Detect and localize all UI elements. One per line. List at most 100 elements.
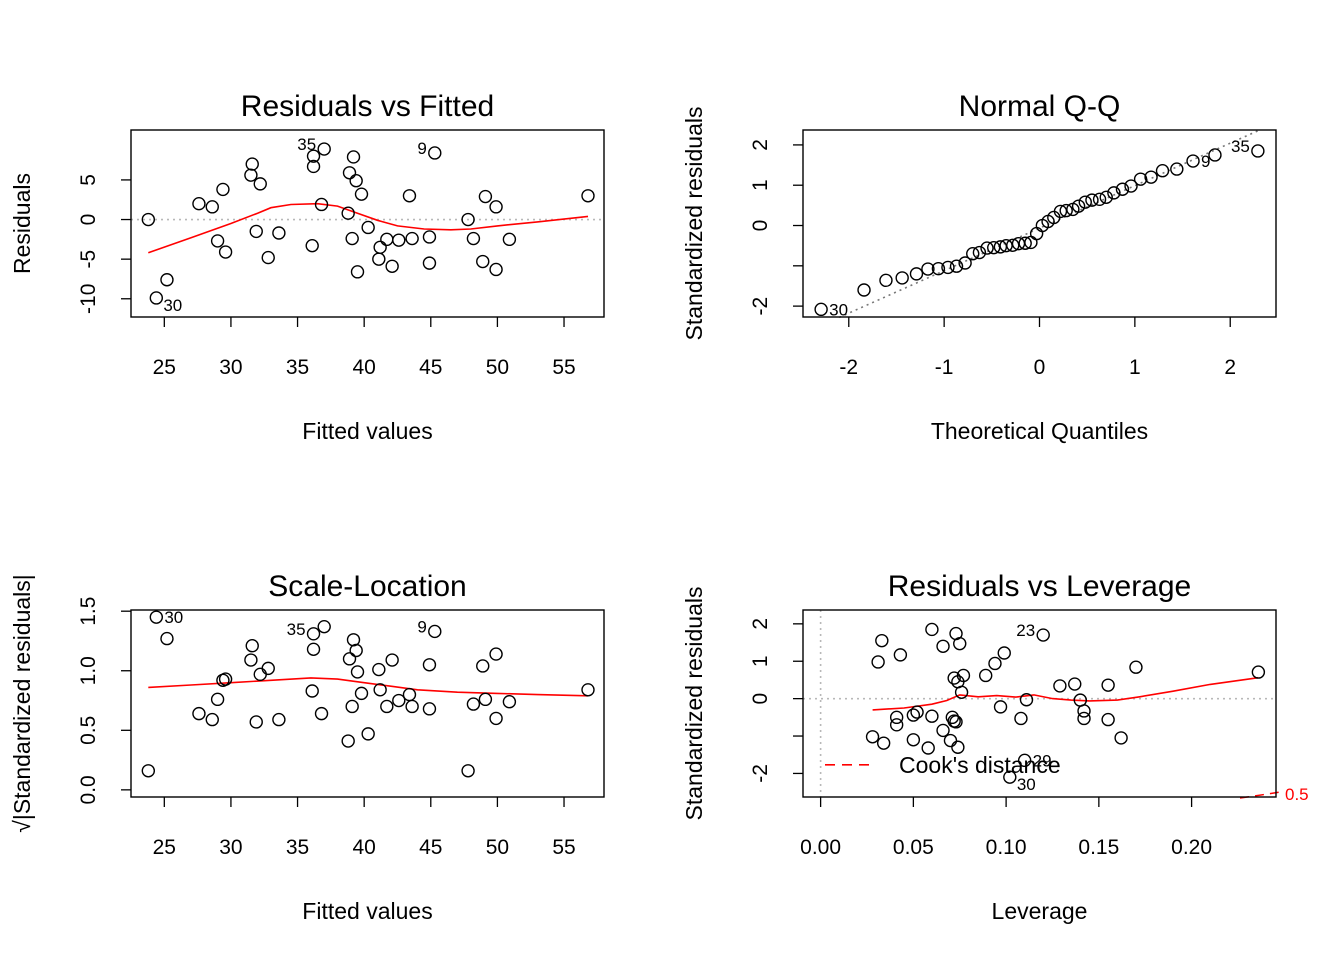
- data-point: [478, 692, 493, 707]
- x-axis-label: Fitted values: [302, 898, 432, 924]
- data-point: [581, 683, 595, 697]
- data-point: [1124, 179, 1138, 193]
- x-tick-label: 30: [219, 836, 242, 859]
- y-tick-label: 0: [749, 693, 772, 705]
- data-point: [1101, 712, 1115, 727]
- point-label: 35: [1231, 137, 1250, 156]
- data-point: [906, 708, 921, 722]
- data-point: [871, 655, 885, 669]
- data-point: [980, 241, 994, 255]
- data-point: [249, 715, 263, 729]
- data-point: [1018, 236, 1032, 250]
- data-point: [341, 206, 355, 220]
- data-point: [466, 231, 481, 246]
- data-point: [1155, 164, 1170, 178]
- data-point: [893, 648, 908, 662]
- data-point: [192, 706, 206, 721]
- data-point: [306, 642, 321, 657]
- point-label: 35: [287, 620, 306, 639]
- data-point: [261, 250, 275, 265]
- data-point: [466, 697, 481, 711]
- data-point: [354, 686, 369, 701]
- data-point: [245, 639, 259, 653]
- x-tick-label: 0.05: [893, 836, 934, 859]
- data-point: [245, 157, 259, 171]
- data-point: [306, 149, 321, 163]
- plot-frame: [130, 609, 605, 798]
- data-point: [865, 730, 880, 744]
- data-point: [160, 273, 174, 287]
- data-point: [192, 196, 206, 211]
- data-point: [345, 231, 359, 246]
- data-point: [478, 189, 493, 204]
- data-point: [879, 273, 893, 288]
- point-label: 9: [1201, 152, 1210, 171]
- y-tick-label: -5: [77, 250, 100, 269]
- data-point: [1114, 731, 1128, 745]
- data-point: [1144, 170, 1158, 184]
- data-point: [272, 712, 286, 727]
- x-tick-label: 50: [486, 836, 509, 859]
- data-point: [943, 733, 958, 748]
- data-point: [906, 733, 921, 747]
- data-point: [993, 700, 1008, 714]
- data-point: [422, 256, 437, 270]
- point-label: 30: [164, 608, 183, 627]
- data-point: [936, 723, 950, 738]
- x-tick-label: 45: [419, 356, 442, 379]
- data-point: [1078, 195, 1092, 209]
- data-point: [253, 667, 267, 682]
- point-label: 9: [417, 139, 426, 158]
- panel-4: Residuals vs Leverage Leverage Standardize…: [681, 570, 1309, 924]
- data-point: [489, 711, 503, 726]
- data-point: [405, 231, 419, 246]
- x-tick-label: 50: [486, 356, 509, 379]
- x-tick-label: 1: [1129, 356, 1141, 379]
- data-point: [997, 646, 1011, 660]
- chart-title: Residuals vs Leverage: [888, 570, 1192, 603]
- data-point: [392, 233, 406, 247]
- y-tick-label: 0: [749, 220, 772, 232]
- data-point: [875, 633, 889, 648]
- data-point: [1101, 678, 1115, 692]
- plot-frame: [802, 609, 1277, 798]
- data-point: [160, 631, 174, 646]
- data-point: [502, 232, 517, 247]
- x-tick-label: 40: [352, 356, 375, 379]
- data-point: [489, 200, 503, 214]
- data-point: [149, 610, 164, 624]
- data-point: [925, 622, 939, 637]
- data-point: [210, 692, 225, 707]
- data-point: [1068, 677, 1082, 691]
- panel-2: Normal Q-Q Theoretical Quantiles Standardi…: [681, 90, 1277, 444]
- data-point: [876, 736, 891, 750]
- data-point: [1059, 203, 1073, 218]
- x-tick-label: 30: [219, 356, 242, 379]
- data-point: [936, 639, 950, 653]
- data-point: [1053, 204, 1068, 219]
- y-axis-label: Standardized residuals: [681, 587, 707, 821]
- data-point: [361, 220, 375, 235]
- data-point: [317, 619, 331, 634]
- data-point: [1251, 665, 1266, 679]
- data-point: [461, 764, 475, 778]
- data-point: [342, 652, 357, 666]
- data-point: [1092, 192, 1107, 207]
- x-tick-label: 55: [552, 836, 575, 859]
- data-point: [1003, 770, 1017, 784]
- y-axis-label: Standardized residuals: [681, 107, 707, 341]
- data-point: [941, 260, 955, 275]
- data-point: [1186, 154, 1200, 168]
- data-point: [999, 238, 1013, 253]
- data-point: [921, 741, 935, 755]
- data-point: [502, 695, 517, 709]
- data-point: [205, 712, 219, 727]
- data-point: [581, 189, 595, 203]
- data-point: [305, 238, 319, 253]
- data-point: [346, 150, 361, 164]
- data-point: [1036, 628, 1050, 642]
- data-point: [910, 705, 924, 719]
- data-point: [987, 240, 1001, 255]
- y-tick-label: 1: [749, 179, 772, 191]
